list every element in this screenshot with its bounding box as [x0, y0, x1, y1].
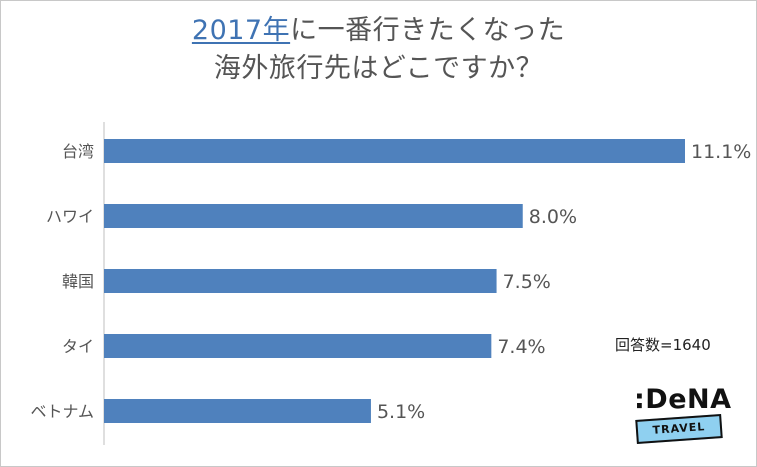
bar-group: 台湾 11.1% ハワイ 8.0% 韓国 7.5% タイ 7.4% ベトナム 5.1% [30, 139, 751, 423]
value-label-0: 11.1% [691, 141, 751, 163]
logo-wordmark: :DeNA [634, 384, 732, 415]
bar-3 [104, 334, 492, 358]
bar-1 [104, 204, 523, 228]
chart-title: 2017年に一番行きたくなった 海外旅行先はどこですか？ [0, 12, 757, 88]
logo-ribbon: TRAVEL [635, 414, 723, 444]
value-label-3: 7.4% [497, 336, 545, 358]
value-label-4: 5.1% [377, 401, 425, 423]
bar-4 [104, 399, 371, 423]
value-label-1: 8.0% [529, 206, 577, 228]
dena-travel-logo: :DeNA TRAVEL [628, 384, 738, 444]
respondent-count-note: 回答数=1640 [615, 336, 711, 354]
bar-0 [104, 139, 685, 163]
category-label-3: タイ [62, 337, 94, 356]
category-label-2: 韓国 [62, 272, 94, 291]
title-line-1-text: に一番行きたくなった [290, 15, 566, 46]
title-line-1: 2017年に一番行きたくなった [0, 12, 757, 50]
category-label-0: 台湾 [62, 142, 94, 161]
title-year-highlight: 2017年 [191, 15, 291, 46]
category-label-4: ベトナム [30, 402, 94, 421]
category-label-1: ハワイ [46, 207, 94, 226]
title-line-2: 海外旅行先はどこですか？ [213, 53, 544, 84]
bar-2 [104, 269, 497, 293]
value-label-2: 7.5% [503, 271, 551, 293]
